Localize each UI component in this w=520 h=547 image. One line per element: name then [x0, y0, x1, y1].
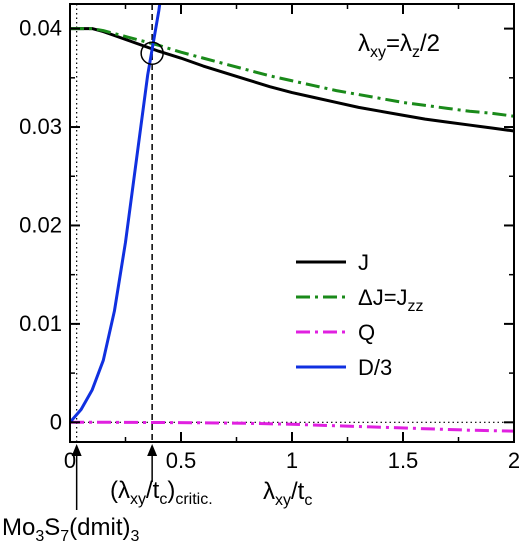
critical-annotation-sub2: c [159, 491, 167, 508]
critical-annotation-mid: /t [146, 477, 160, 504]
legend-label-3: D/3 [358, 355, 392, 380]
x-axis-label: λxy/tc [263, 478, 312, 509]
series-line-2 [70, 420, 514, 433]
critical-annotation-close: ) [167, 477, 175, 504]
critical-annotation-sub3: critic. [175, 491, 212, 508]
y-tick-label: 0.04 [19, 16, 62, 41]
ratio-annotation-sub2: z [412, 44, 420, 61]
legend-label-sub: zz [408, 298, 424, 315]
series-line-0 [70, 27, 514, 133]
legend-label-0: J [358, 250, 369, 275]
material-annotation: Mo3S7(dmit)3 [2, 514, 140, 545]
legend-label-2: Q [358, 320, 375, 345]
x-axis-label-sub: xy [275, 492, 291, 509]
legend-label-text: Q [358, 320, 375, 345]
legend-label-text: D/3 [358, 355, 392, 380]
ratio-annotation-mid: =λ [386, 30, 412, 57]
material-annotation-a: Mo [2, 514, 35, 541]
material-annotation-c-sub: 3 [131, 528, 140, 545]
legend-label-text: ΔJ=J [358, 285, 408, 310]
material-annotation-c: (dmit) [69, 514, 130, 541]
x-tick-label: 2 [508, 448, 520, 473]
ratio-annotation-symbol: λ [358, 30, 370, 57]
y-tick-label: 0.01 [19, 311, 62, 336]
plot-frame [69, 3, 515, 443]
critical-arrow-head [147, 444, 158, 456]
x-axis-label-tail: /t [291, 478, 305, 505]
material-annotation-a-sub: 3 [35, 528, 44, 545]
series-line-1 [70, 27, 514, 118]
x-axis-label-symbol: λ [263, 478, 275, 505]
material-annotation-b: S [44, 514, 60, 541]
legend-label-1: ΔJ=Jzz [358, 285, 424, 315]
series-group [70, 4, 514, 433]
material-arrow-head [71, 444, 82, 456]
y-tick-label: 0 [50, 409, 62, 434]
x-tick-label: 1 [286, 448, 298, 473]
intersection-marker [140, 41, 164, 65]
y-tick-label: 0.02 [19, 212, 62, 237]
critical-annotation-open: (λ [110, 477, 130, 504]
x-axis-label-tail-sub: c [304, 492, 312, 509]
y-tick-label: 0.03 [19, 114, 62, 139]
legend-label-text: J [358, 250, 369, 275]
x-tick-label: 1.5 [388, 448, 419, 473]
material-annotation-b-sub: 7 [60, 528, 69, 545]
critical-annotation: (λxy/tc)critic. [110, 477, 213, 508]
ratio-annotation-sub1: xy [370, 44, 386, 61]
ratio-annotation-tail: /2 [420, 30, 440, 57]
critical-annotation-sub1: xy [130, 491, 146, 508]
x-tick-label: 0.5 [166, 448, 197, 473]
ratio-annotation: λxy=λz/2 [358, 30, 440, 61]
